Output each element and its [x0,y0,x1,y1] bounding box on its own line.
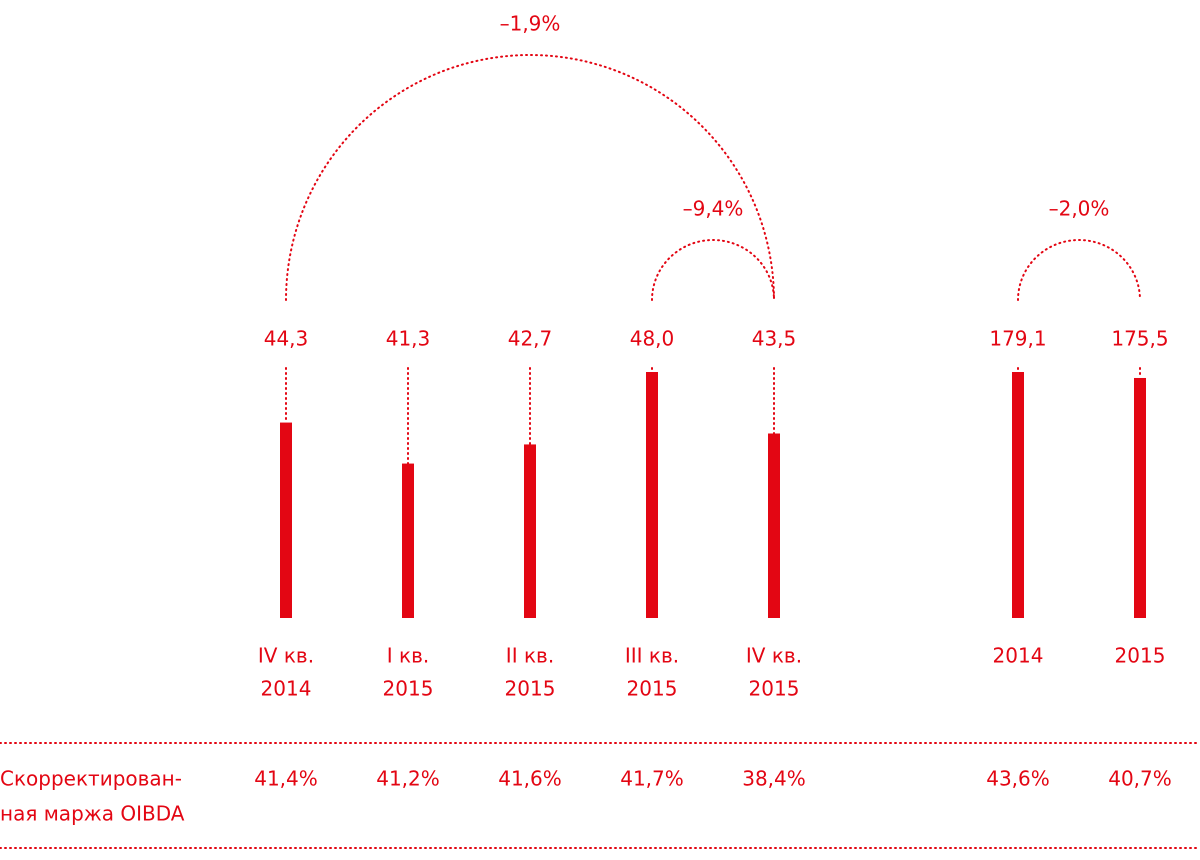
bar [1134,377,1146,618]
change-label: –2,0% [1049,197,1110,221]
value-label: 179,1 [989,327,1046,351]
change-arc [651,239,775,301]
x-tick-label: IV кв. [258,644,314,668]
value-label: 41,3 [386,327,431,351]
margin-value: 41,6% [498,767,562,791]
x-tick-label: IV кв. [746,644,802,668]
x-tick-label: III кв. [625,644,679,668]
bar [280,422,292,618]
change-label: –9,4% [683,197,744,221]
bar [402,463,414,618]
bar [646,372,658,618]
margin-value: 40,7% [1108,767,1172,791]
x-tick-label: 2015 [627,677,678,701]
bar [1012,372,1024,618]
margin-value: 43,6% [986,767,1050,791]
row-label: Скорректирован- [0,767,182,791]
x-tick-label: I кв. [387,644,429,668]
margin-value: 41,4% [254,767,318,791]
value-label: 43,5 [752,327,797,351]
margin-value: 38,4% [742,767,806,791]
value-label: 42,7 [508,327,553,351]
margin-value: 41,7% [620,767,684,791]
change-arc [1017,239,1141,301]
x-tick-label: 2015 [505,677,556,701]
x-tick-label: 2014 [993,644,1044,668]
x-tick-label: II кв. [506,644,554,668]
x-tick-label: 2015 [1115,644,1166,668]
margin-value: 41,2% [376,767,440,791]
value-label: 44,3 [264,327,309,351]
x-tick-label: 2015 [383,677,434,701]
bar [524,444,536,618]
row-label: ная маржа OIBDA [0,802,185,826]
value-label: 175,5 [1111,327,1168,351]
x-tick-label: 2014 [261,677,312,701]
change-arc [285,54,775,301]
x-tick-label: 2015 [749,677,800,701]
change-label: –1,9% [500,12,561,36]
value-label: 48,0 [630,327,675,351]
bar [768,433,780,618]
